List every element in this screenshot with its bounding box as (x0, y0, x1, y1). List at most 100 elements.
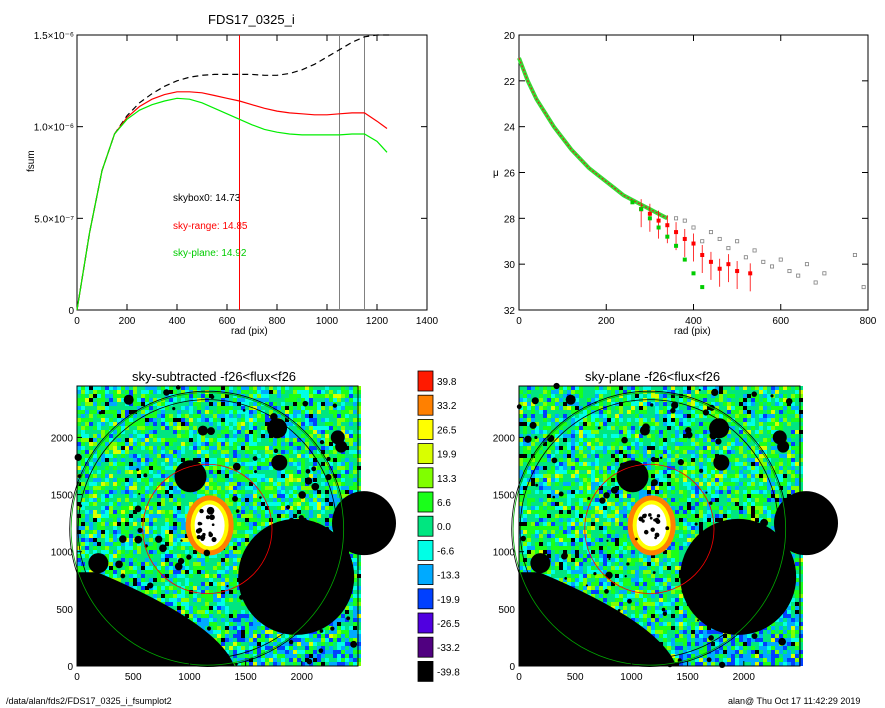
noise-pixel (209, 458, 213, 462)
noise-pixel (101, 434, 105, 438)
noise-pixel (301, 418, 305, 422)
noise-pixel (277, 634, 281, 638)
noise-pixel (225, 422, 229, 426)
noise-pixel (97, 486, 101, 490)
noise-pixel (305, 446, 309, 450)
noise-pixel (313, 458, 317, 462)
noise-pixel (321, 498, 325, 502)
noise-pixel (321, 434, 325, 438)
noise-pixel (181, 562, 185, 566)
y-tick-label-fsum: 5.0×10⁻⁷ (34, 214, 74, 225)
noise-pixel (145, 506, 149, 510)
noise-pixel (217, 430, 221, 434)
noise-pixel (93, 542, 97, 546)
noise-pixel (185, 390, 189, 394)
noise-pixel (253, 454, 257, 458)
noise-pixel (217, 462, 221, 466)
noise-pixel (225, 634, 229, 638)
noise-pixel (185, 550, 189, 554)
noise-pixel (81, 402, 85, 406)
noise-pixel (153, 482, 157, 486)
noise-pixel (121, 566, 125, 570)
noise-pixel (305, 454, 309, 458)
noise-pixel (77, 562, 81, 566)
noise-pixel (137, 582, 141, 586)
noise-pixel (241, 438, 245, 442)
noise-pixel (341, 454, 345, 458)
scatter-point-mu-1 (682, 236, 687, 241)
noise-pixel (157, 550, 161, 554)
noise-pixel (233, 534, 237, 538)
noise-pixel (81, 482, 85, 486)
noise-pixel (153, 390, 157, 394)
noise-pixel (153, 550, 157, 554)
noise-pixel (329, 438, 333, 442)
noise-pixel (353, 474, 357, 478)
noise-pixel (125, 442, 129, 446)
noise-pixel (337, 454, 341, 458)
noise-pixel (269, 470, 273, 474)
noise-pixel (77, 442, 81, 446)
noise-pixel (77, 530, 81, 534)
noise-pixel (201, 394, 205, 398)
noise-pixel (165, 474, 169, 478)
noise-pixel (257, 518, 261, 522)
noise-pixel (229, 398, 233, 402)
noise-pixel (161, 498, 165, 502)
noise-pixel (133, 470, 137, 474)
noise-pixel (113, 462, 117, 466)
noise-pixel (153, 502, 157, 506)
noise-pixel (221, 566, 225, 570)
noise-pixel (261, 450, 265, 454)
noise-pixel (157, 530, 161, 534)
noise-pixel (193, 570, 197, 574)
noise-pixel (105, 490, 109, 494)
noise-pixel (345, 406, 349, 410)
noise-pixel (145, 478, 149, 482)
noise-pixel (321, 410, 325, 414)
noise-pixel (125, 498, 129, 502)
noise-pixel (157, 542, 161, 546)
noise-pixel (241, 630, 245, 634)
noise-pixel (81, 486, 85, 490)
noise-pixel (137, 406, 141, 410)
noise-pixel (337, 482, 341, 486)
noise-pixel (181, 538, 185, 542)
noise-pixel (341, 482, 345, 486)
noise-pixel (81, 518, 85, 522)
noise-pixel (125, 558, 129, 562)
noise-pixel (153, 554, 157, 558)
noise-pixel (81, 414, 85, 418)
noise-pixel (349, 422, 353, 426)
noise-pixel (217, 570, 221, 574)
noise-pixel (185, 570, 189, 574)
noise-pixel (353, 630, 357, 634)
noise-pixel (325, 394, 329, 398)
noise-pixel (277, 474, 281, 478)
noise-pixel (233, 578, 237, 582)
noise-pixel (201, 554, 205, 558)
noise-pixel (341, 386, 345, 390)
noise-pixel (317, 498, 321, 502)
noise-pixel (141, 458, 145, 462)
noise-pixel (77, 462, 81, 466)
noise-pixel (109, 386, 113, 390)
noise-pixel (101, 478, 105, 482)
noise-pixel (353, 454, 357, 458)
noise-pixel (197, 418, 201, 422)
noise-pixel (289, 454, 293, 458)
noise-pixel (221, 598, 225, 602)
noise-pixel (189, 570, 193, 574)
noise-pixel (345, 610, 349, 614)
noise-pixel (281, 438, 285, 442)
noise-pixel (237, 642, 241, 646)
noise-pixel (133, 486, 137, 490)
noise-pixel (225, 566, 229, 570)
noise-pixel (93, 394, 97, 398)
noise-pixel (113, 466, 117, 470)
noise-pixel (257, 510, 261, 514)
noise-pixel (169, 514, 173, 518)
noise-pixel (349, 478, 353, 482)
noise-pixel (133, 502, 137, 506)
noise-pixel (145, 430, 149, 434)
